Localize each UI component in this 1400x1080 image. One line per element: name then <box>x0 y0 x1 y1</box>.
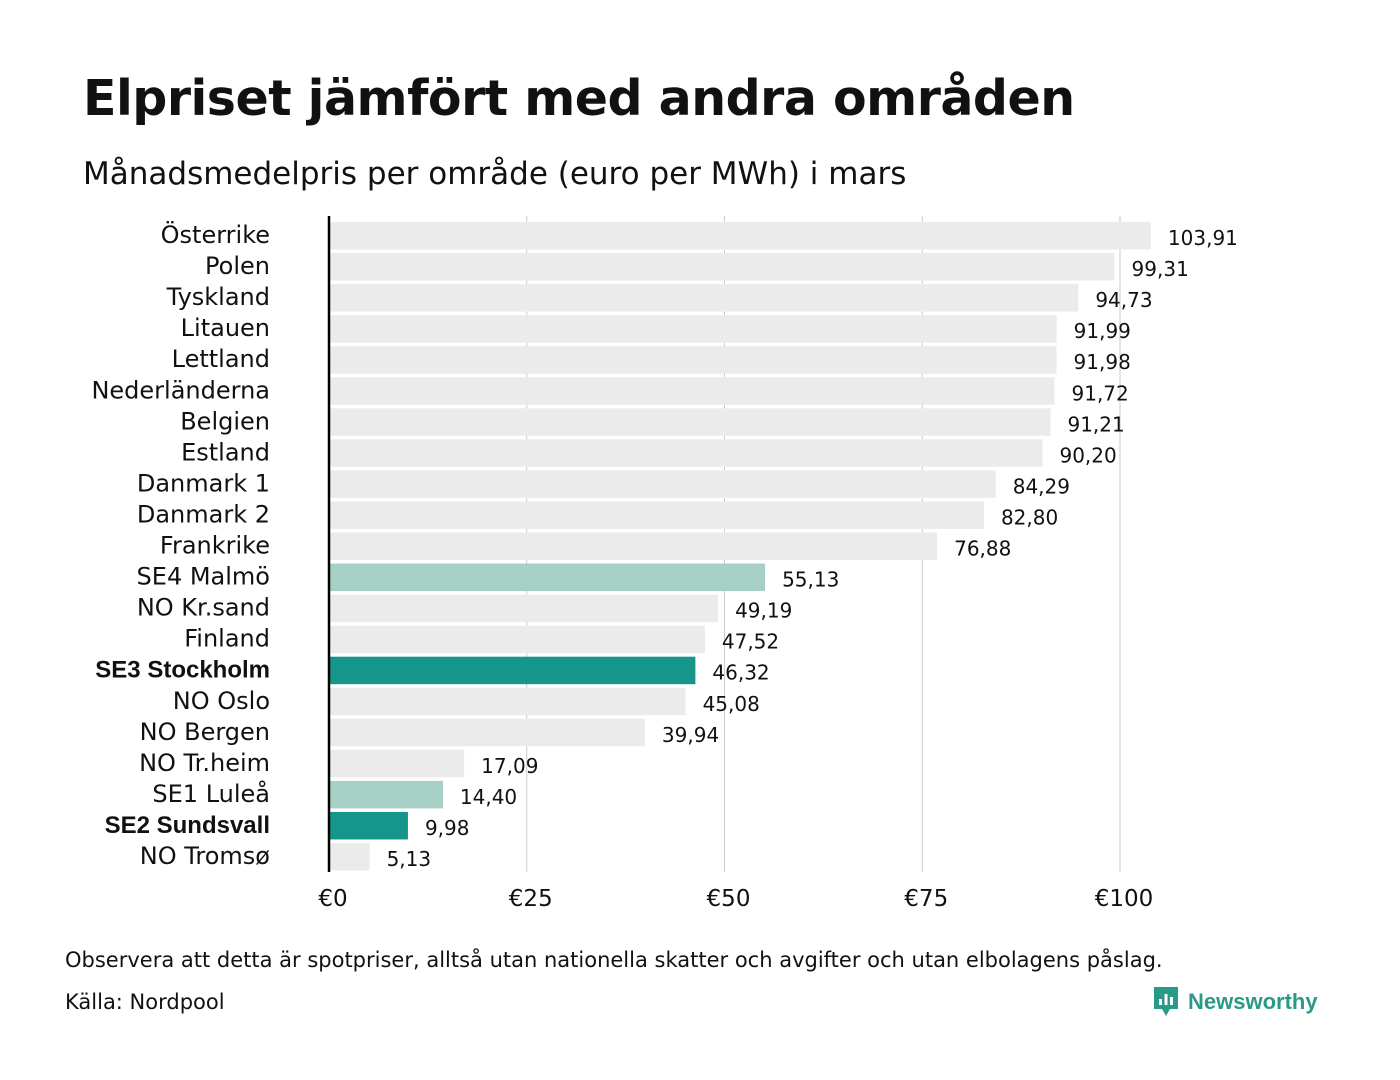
category-label: Nederländerna <box>91 376 270 404</box>
category-label: Frankrike <box>160 532 270 560</box>
category-label: NO Bergen <box>140 718 270 746</box>
category-label: SE2 Sundsvall <box>105 812 270 839</box>
data-label: 5,13 <box>387 847 432 871</box>
bar <box>329 501 984 529</box>
bar <box>329 780 443 809</box>
source-note: Källa: Nordpool <box>65 990 225 1014</box>
data-label: 91,99 <box>1074 319 1131 343</box>
bar <box>329 687 686 716</box>
category-label: Litauen <box>181 314 270 342</box>
data-label: 103,91 <box>1168 226 1238 250</box>
x-tick-label: €0 <box>318 886 347 912</box>
category-label: Finland <box>184 625 270 653</box>
data-label: 82,80 <box>1001 505 1058 529</box>
data-label: 39,94 <box>662 723 719 747</box>
bar <box>329 470 996 498</box>
category-label: Danmark 1 <box>137 469 270 497</box>
data-label: 55,13 <box>782 568 839 592</box>
x-tick-label: €100 <box>1095 886 1154 912</box>
bar <box>329 718 645 747</box>
data-label: 9,98 <box>425 816 470 840</box>
category-label: NO Tromsø <box>140 842 270 870</box>
bar-chart: Österrike 103,91 Polen 99,31 Tyskland 94,73 Li… <box>91 216 1238 912</box>
brand-logo: Newsworthy <box>1152 985 1318 1019</box>
bar <box>329 532 938 560</box>
bar <box>329 284 1079 312</box>
category-label: NO Kr.sand <box>137 594 270 622</box>
x-tick-label: €75 <box>904 886 948 912</box>
data-label: 46,32 <box>712 661 769 685</box>
bar <box>329 346 1057 374</box>
bar <box>329 843 370 871</box>
data-label: 91,72 <box>1072 381 1129 405</box>
data-label: 76,88 <box>954 537 1011 561</box>
category-label: NO Oslo <box>173 687 270 715</box>
category-label: SE4 Malmö <box>137 563 270 591</box>
bar <box>329 222 1151 250</box>
brand-name: Newsworthy <box>1188 989 1318 1014</box>
footnote: Observera att detta är spotpriser, allts… <box>65 948 1163 972</box>
x-tick-label: €50 <box>707 886 751 912</box>
data-label: 14,40 <box>460 785 517 809</box>
bar <box>329 439 1043 467</box>
category-label: SE3 Stockholm <box>95 657 270 684</box>
category-label: Estland <box>181 438 270 466</box>
x-tick-label: €25 <box>509 886 553 912</box>
category-label: Lettland <box>172 345 270 373</box>
data-label: 91,98 <box>1074 350 1131 374</box>
data-label: 49,19 <box>735 599 792 623</box>
chart-subtitle: Månadsmedelpris per område (euro per MWh… <box>83 156 907 192</box>
data-label: 84,29 <box>1013 474 1070 498</box>
data-label: 91,21 <box>1067 412 1124 436</box>
data-label: 47,52 <box>722 630 779 654</box>
data-label: 94,73 <box>1095 288 1152 312</box>
bar <box>329 656 696 685</box>
category-label: Belgien <box>180 407 270 435</box>
bar <box>329 625 705 654</box>
bar <box>329 253 1115 281</box>
data-label: 90,20 <box>1059 443 1116 467</box>
category-label: Polen <box>205 252 270 280</box>
data-label: 45,08 <box>703 692 760 716</box>
chart-title: Elpriset jämfört med andra områden <box>83 70 1075 127</box>
bar <box>329 749 465 778</box>
category-label: NO Tr.heim <box>139 749 270 777</box>
bar <box>329 408 1051 436</box>
category-label: Danmark 2 <box>137 500 270 528</box>
category-label: Österrike <box>161 220 270 249</box>
bar <box>329 594 719 623</box>
data-label: 99,31 <box>1132 257 1189 281</box>
category-label: SE1 Luleå <box>152 779 270 808</box>
category-label: Tyskland <box>166 283 270 311</box>
bar <box>329 377 1055 405</box>
bar <box>329 315 1057 343</box>
bar <box>329 563 766 592</box>
data-label: 17,09 <box>481 754 538 778</box>
newsworthy-icon <box>1154 987 1178 1016</box>
bar <box>329 811 408 840</box>
